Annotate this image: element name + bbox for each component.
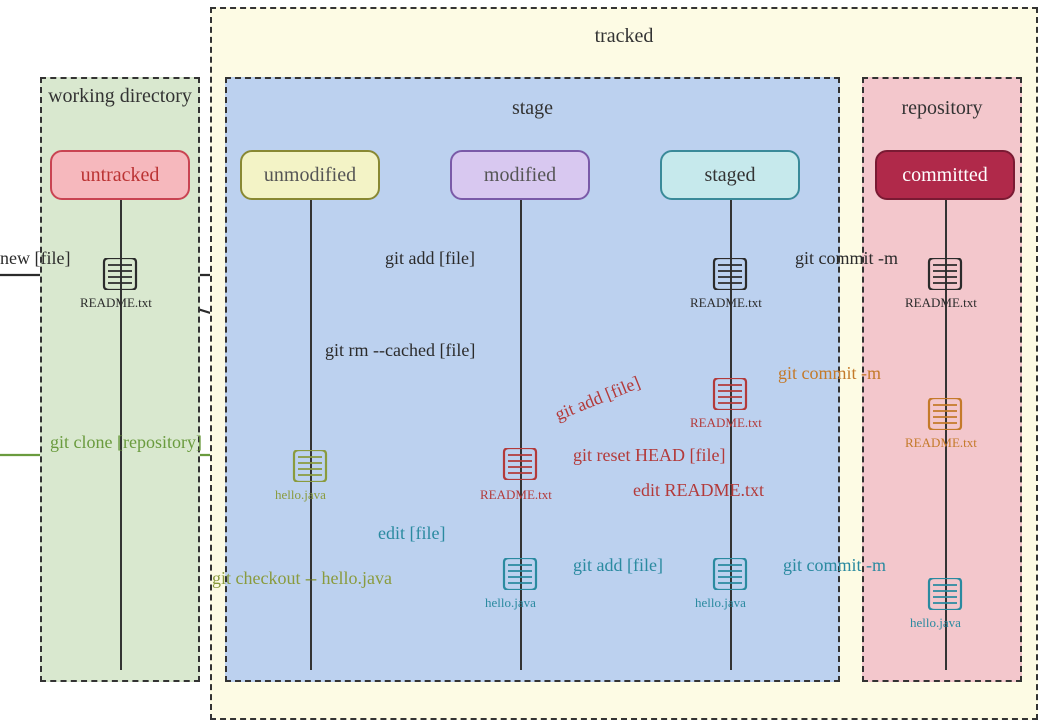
file-icon — [500, 448, 540, 480]
file-icon — [925, 578, 965, 610]
state-staged: staged — [660, 150, 800, 200]
file-icon — [710, 258, 750, 290]
command-label: git rm --cached [file] — [325, 340, 475, 361]
command-label: git add [file] — [573, 555, 663, 576]
file-label: README.txt — [80, 295, 152, 311]
region-label-stage: stage — [227, 97, 838, 120]
file-label: hello.java — [695, 595, 746, 611]
command-label: git commit -m — [778, 363, 881, 384]
command-label: git reset HEAD [file] — [573, 445, 725, 466]
command-label: new [file] — [0, 248, 70, 269]
command-label: edit README.txt — [633, 480, 764, 501]
file-icon — [925, 398, 965, 430]
state-untracked: untracked — [50, 150, 190, 200]
region-label-working: working directory — [42, 85, 198, 107]
command-label: git commit -m — [783, 555, 886, 576]
file-label: hello.java — [910, 615, 961, 631]
state-unmodified: unmodified — [240, 150, 380, 200]
file-icon — [925, 258, 965, 290]
file-icon — [710, 558, 750, 590]
command-label: git clone [repository] — [50, 432, 202, 453]
command-label: git checkout -- hello.java — [212, 568, 392, 589]
file-label: hello.java — [485, 595, 536, 611]
file-icon — [290, 450, 330, 482]
file-label: README.txt — [905, 435, 977, 451]
file-icon — [100, 258, 140, 290]
file-label: README.txt — [480, 487, 552, 503]
region-label-tracked: tracked — [212, 25, 1036, 48]
command-label: git commit -m — [795, 248, 898, 269]
file-label: README.txt — [905, 295, 977, 311]
lifeline-unmodified — [310, 200, 312, 670]
file-label: README.txt — [690, 415, 762, 431]
file-icon — [710, 378, 750, 410]
region-label-repo: repository — [864, 97, 1020, 120]
file-label: README.txt — [690, 295, 762, 311]
command-label: edit [file] — [378, 523, 445, 544]
state-committed: committed — [875, 150, 1015, 200]
state-modified: modified — [450, 150, 590, 200]
command-label: git add [file] — [385, 248, 475, 269]
file-label: hello.java — [275, 487, 326, 503]
file-icon — [500, 558, 540, 590]
